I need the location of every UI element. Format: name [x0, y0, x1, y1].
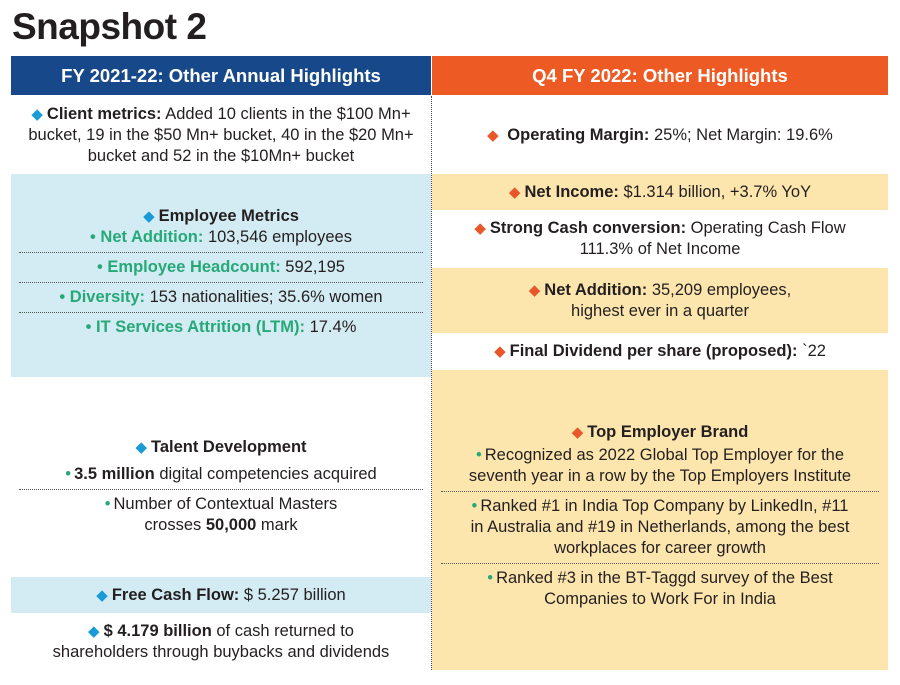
net-income-section: ◆ Net Income: $1.314 billion, +3.7% YoY: [432, 174, 888, 210]
talent-item: • 3.5 million digital competencies acquir…: [65, 464, 377, 483]
net-addition-section: ◆ Net Addition: 35,209 employees, highest…: [432, 268, 888, 333]
cash-conversion-section: ◆ Strong Cash conversion: Operating Cash …: [474, 219, 846, 258]
right-column-header: Q4 FY 2022: Other Highlights: [432, 56, 888, 95]
diamond-icon: ◆: [487, 126, 499, 144]
bullet-icon: •: [487, 569, 494, 587]
dotted-separator: [441, 563, 879, 564]
employee-metric-item: • Net Addition: 103,546 employees: [90, 228, 352, 246]
bullet-icon: •: [90, 228, 96, 246]
diamond-icon: ◆: [135, 438, 147, 456]
diamond-icon: ◆: [494, 343, 506, 360]
operating-margin-section: ◆ Operating Margin: 25%; Net Margin: 19.…: [487, 125, 833, 144]
client-metrics-section: ◆ Client metrics: Added 10 clients in the…: [11, 96, 431, 174]
talent-item: • Number of Contextual Masters crosses 50…: [104, 494, 338, 534]
top-employer-section: ◆ Top Employer Brand • Recognized as 2022 …: [432, 370, 888, 670]
employee-metric-item: • Diversity: 153 nationalities; 35.6% wo…: [59, 288, 383, 306]
bullet-icon: •: [471, 497, 478, 515]
right-column: Q4 FY 2022: Other Highlights ◆ Operating…: [432, 56, 888, 670]
cash-returned-section: ◆ $ 4.179 billion of cash returned to sha…: [52, 622, 390, 661]
dotted-separator: [19, 488, 423, 490]
diamond-icon: ◆: [528, 281, 541, 299]
bullet-icon: •: [475, 446, 482, 464]
top-employer-item: • Recognized as 2022 Global Top Employer …: [468, 446, 852, 485]
bullet-icon: •: [104, 494, 111, 513]
diamond-icon: ◆: [474, 220, 486, 237]
diamond-icon: ◆: [31, 105, 43, 123]
diamond-icon: ◆: [88, 623, 100, 640]
page-title: Snapshot 2: [12, 6, 207, 47]
dividend-section: ◆ Final Dividend per share (proposed): `2…: [494, 342, 826, 360]
employee-metrics-section: ◆ Employee Metrics • Net Addition: 103,54…: [11, 174, 431, 377]
talent-development-section: ◆ Talent Development • 3.5 million digital…: [11, 377, 431, 577]
talent-development-heading: Talent Development: [150, 437, 307, 456]
client-metrics-label: Client metrics:: [46, 104, 162, 123]
diamond-icon: ◆: [143, 208, 155, 225]
diamond-icon: ◆: [571, 424, 584, 441]
bullet-icon: •: [97, 258, 103, 276]
left-column-header: FY 2021-22: Other Annual Highlights: [11, 56, 431, 95]
dotted-separator: [19, 312, 423, 313]
top-employer-item: • Ranked #1 in India Top Company by Linke…: [470, 497, 850, 557]
bullet-icon: •: [59, 288, 66, 306]
diamond-icon: ◆: [96, 586, 108, 604]
diamond-icon: ◆: [508, 183, 521, 201]
bullet-icon: •: [65, 464, 72, 483]
employee-metrics-heading: Employee Metrics: [158, 207, 299, 225]
free-cash-flow-section: ◆ Free Cash Flow: $ 5.257 billion: [11, 577, 431, 613]
employee-metric-item: • Employee Headcount: 592,195: [97, 258, 345, 276]
dotted-separator: [19, 252, 423, 253]
left-column: FY 2021-22: Other Annual Highlights ◆ Cli…: [11, 56, 431, 670]
client-metrics-text: Added 10 clients in the $100 Mn+ bucket,…: [28, 104, 414, 165]
bullet-icon: •: [85, 318, 92, 336]
employee-metric-item: • IT Services Attrition (LTM): 17.4%: [85, 318, 357, 336]
top-employer-heading: Top Employer Brand: [587, 423, 749, 441]
dotted-separator: [19, 282, 423, 283]
dotted-separator: [441, 491, 879, 492]
top-employer-item: • Ranked #3 in the BT-Taggd survey of the…: [487, 569, 833, 608]
column-divider: [431, 96, 432, 670]
